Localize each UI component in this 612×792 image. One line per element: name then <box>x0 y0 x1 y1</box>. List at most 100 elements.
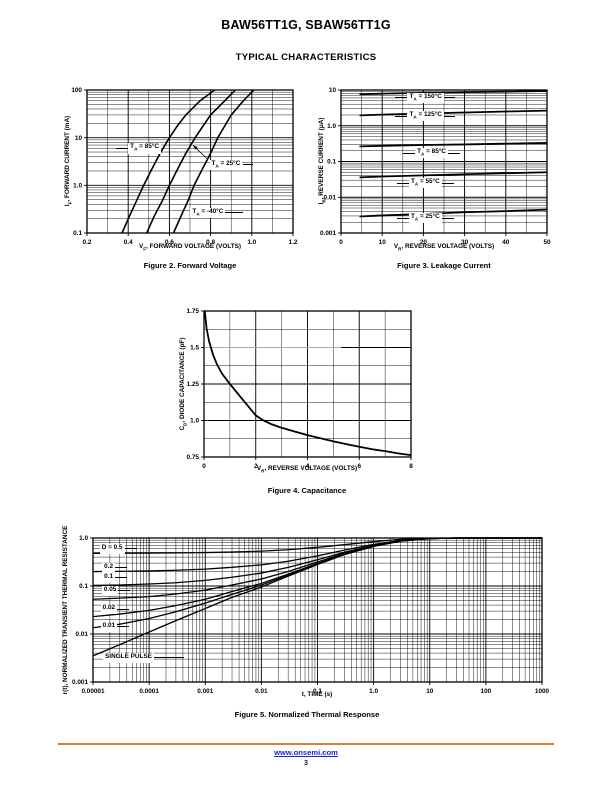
x-tick-label: 8 <box>409 463 413 470</box>
x-tick-label: 2 <box>254 463 258 470</box>
y-tick-label: 0.75 <box>187 454 200 461</box>
grid <box>93 538 542 682</box>
x-tick-label: 30 <box>461 239 469 246</box>
y-tick-label: 10 <box>75 135 83 142</box>
curve-label: TA = -40°C <box>190 207 226 219</box>
page-number: 3 <box>304 758 308 767</box>
tick-labels: 0 2 4 6 8 0.75 1.0 1.25 1.5 1.75 <box>187 308 414 470</box>
x-tick-label: 1.0 <box>247 239 256 246</box>
x-tick-label: 0 <box>202 463 206 470</box>
x-tick-label: 10 <box>379 239 387 246</box>
y-tick-label: 1.0 <box>190 418 199 425</box>
label-leader-line <box>396 182 409 184</box>
label-leader-line <box>124 548 137 550</box>
x-tick-label: 0.001 <box>197 688 213 695</box>
x-tick-label: 6 <box>357 463 361 470</box>
curve-label: SINGLE PULSE <box>103 652 154 664</box>
series-curve <box>359 109 548 117</box>
fig2-caption: Figure 2. Forward Voltage <box>143 261 237 270</box>
x-tick-label: 100 <box>481 688 492 695</box>
y-tick-label: 1.25 <box>187 381 200 388</box>
curve-label: TA = 25°C <box>209 159 243 171</box>
y-tick-label: 0.01 <box>324 194 337 201</box>
x-tick-label: 0.0001 <box>139 688 159 695</box>
capacitance-chart: 0 2 4 6 8 0.75 1.0 1.25 1.5 1.75 <box>187 308 414 470</box>
x-tick-label: 0.01 <box>255 688 268 695</box>
tick-labels: 0.00001 0.0001 0.001 0.01 0.1 1.0 10 100 1000 0.0… <box>72 535 550 695</box>
label-leader-line <box>115 577 128 579</box>
series-curve <box>359 142 548 148</box>
series-curve <box>359 90 548 96</box>
label-leader-line <box>115 567 128 569</box>
curve-label: TA = 85°C <box>128 143 161 154</box>
x-tick-label: 20 <box>420 239 428 246</box>
curve-label: D = 0.5 <box>99 543 125 554</box>
fig3-caption: Figure 3. Leakage Current <box>397 261 491 270</box>
curve-label: TA = 25°C <box>408 213 442 224</box>
series-curve <box>359 208 548 218</box>
label-leader-line <box>396 217 409 219</box>
forward-voltage-chart: 0.2 0.4 0.6 0.8 1.0 1.2 0.1 1.0 10 100 <box>71 87 298 246</box>
label-leader-line <box>441 217 454 219</box>
label-leader-line <box>116 608 129 610</box>
curves <box>359 90 548 218</box>
label-leader-line <box>443 97 456 99</box>
x-tick-label: 1.2 <box>289 239 298 246</box>
y-tick-label: 0.01 <box>76 631 89 638</box>
fig5-y-axis-title: r(t), NORMALIZED TRANSIENT THERMAL RESIS… <box>62 525 69 695</box>
fig5-x-axis-title: t, TIME (s) <box>301 691 333 698</box>
curves <box>203 310 412 456</box>
onsemi-link[interactable]: www.onsemi.com <box>274 748 338 757</box>
label-leader-line <box>116 147 129 149</box>
curve-label: TA = 55°C <box>408 178 442 189</box>
x-tick-label: 1.0 <box>369 688 378 695</box>
y-tick-label: 10 <box>329 87 337 94</box>
y-tick-label: 1.5 <box>190 345 199 352</box>
fig5-caption: Figure 5. Normalized Thermal Response <box>234 710 380 719</box>
y-tick-label: 0.001 <box>72 679 88 686</box>
fig2-x-axis-title: VF, FORWARD VOLTAGE (VOLTS) <box>138 243 242 252</box>
x-tick-label: 0.8 <box>206 239 215 246</box>
x-tick-label: 50 <box>543 239 551 246</box>
series-curve <box>203 310 412 456</box>
series-curve <box>359 171 548 179</box>
curve-label: TA = 150°C <box>407 92 444 104</box>
label-leader-line <box>117 590 130 592</box>
thermal-response-chart: 0.00001 0.0001 0.001 0.01 0.1 1.0 10 100 1000 0.0… <box>72 535 550 695</box>
x-tick-label: 0.00001 <box>81 688 105 695</box>
curve-label: 0.01 <box>100 621 118 633</box>
fig3-y-axis-title: IR, REVERSE CURRENT (μA) <box>318 117 327 205</box>
label-leader-line <box>395 115 408 117</box>
x-tick-label: 0.6 <box>165 239 174 246</box>
curve-label: 0.1 <box>102 572 116 584</box>
page-title: BAW56TT1G, SBAW56TT1G <box>221 18 391 32</box>
label-leader-line <box>448 152 461 154</box>
y-tick-label: 0.1 <box>327 159 336 166</box>
x-tick-label: 4 <box>306 463 310 470</box>
tick-labels: 0 10 20 30 40 50 0.001 0.01 0.1 1.0 10 <box>320 87 551 246</box>
page-subtitle: TYPICAL CHARACTERISTICS <box>235 52 377 63</box>
series-curve <box>172 89 255 234</box>
fig2-y-axis-title: IF, FORWARD CURRENT (mA) <box>64 115 73 207</box>
y-tick-label: 0.001 <box>320 230 336 237</box>
label-leader-line <box>443 115 456 117</box>
x-tick-label: 0.4 <box>124 239 133 246</box>
tick-labels: 0.2 0.4 0.6 0.8 1.0 1.2 0.1 1.0 10 100 <box>71 87 298 246</box>
y-tick-label: 1.0 <box>73 183 82 190</box>
fig4-caption: Figure 4. Capacitance <box>267 486 347 495</box>
x-tick-label: 10 <box>426 688 434 695</box>
curve-label: 0.02 <box>100 604 118 615</box>
curve-label: TA = 85°C <box>415 148 448 159</box>
label-leader-line <box>242 164 253 166</box>
x-tick-label: 0 <box>339 239 343 246</box>
y-tick-label: 1.0 <box>79 535 88 542</box>
y-tick-label: 1.75 <box>187 308 200 315</box>
label-arrowhead <box>193 145 198 150</box>
y-tick-label: 1.0 <box>327 123 336 130</box>
curve-label: TA = 125°C <box>407 111 444 122</box>
y-tick-label: 100 <box>71 87 82 94</box>
label-leader-line <box>225 212 244 214</box>
curve-label: 0.2 <box>102 562 116 574</box>
series-curve <box>146 89 236 234</box>
